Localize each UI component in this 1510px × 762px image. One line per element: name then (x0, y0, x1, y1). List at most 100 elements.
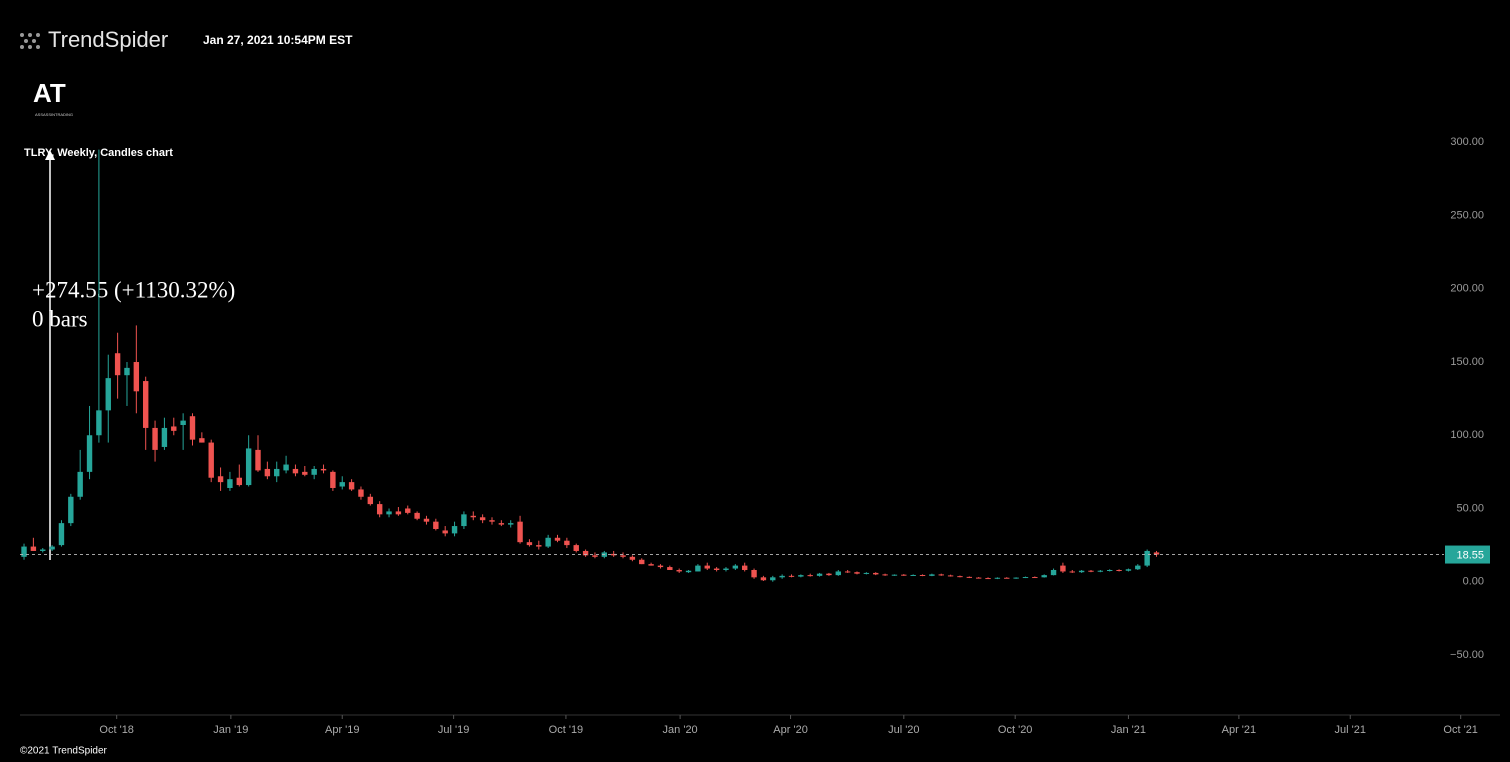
candle-body (302, 471, 308, 475)
candle-body (947, 575, 954, 577)
candle-body (807, 575, 813, 577)
candle-body (554, 537, 561, 541)
logo-sub: ASSASSINTRADING (35, 112, 73, 117)
candle-body (423, 518, 430, 522)
candle-body (1004, 577, 1010, 579)
candle-body (648, 564, 654, 566)
candle-body (77, 471, 83, 497)
candle-body (891, 574, 898, 576)
candle-body (348, 482, 355, 490)
y-tick-label: 200.00 (1450, 283, 1484, 295)
y-tick-label: 50.00 (1456, 502, 1484, 514)
candle-body (667, 567, 673, 570)
candle-body (741, 565, 748, 570)
candle-body (760, 577, 767, 581)
candle-body (1135, 565, 1141, 570)
x-tick-label: Oct '19 (549, 724, 584, 736)
candle-body (105, 378, 111, 411)
x-tick-label: Apr '21 (1222, 724, 1257, 736)
measure-change: +274.55 (+1130.32%) (32, 277, 235, 302)
candle-body (798, 575, 804, 577)
candle-body (367, 496, 374, 505)
candle-body (713, 568, 720, 570)
candle-body (657, 565, 664, 568)
candle-body (124, 367, 130, 376)
candle-body (1060, 565, 1066, 572)
candle-body (835, 571, 841, 576)
candle-body (573, 545, 579, 551)
candle-body (461, 514, 467, 527)
candle-body (274, 468, 280, 477)
candle-body (854, 572, 860, 574)
candle-body (217, 476, 224, 483)
y-tick-label: 0.00 (1463, 576, 1484, 588)
candle-body (133, 362, 140, 392)
candle-body (40, 549, 46, 551)
candle-body (873, 572, 879, 575)
candle-body (938, 574, 944, 576)
last-price-label: 18.55 (1456, 549, 1484, 561)
candle-body (339, 482, 345, 487)
x-tick-label: Apr '19 (325, 724, 360, 736)
candle-body (498, 523, 505, 525)
candle-body (479, 517, 486, 521)
candle-body (1041, 575, 1047, 578)
candle-body (975, 577, 982, 579)
y-tick-label: 250.00 (1450, 209, 1484, 221)
candle-body (863, 572, 870, 574)
candle-body (629, 556, 636, 560)
candle-body (620, 555, 626, 557)
y-tick-label: 300.00 (1450, 136, 1484, 148)
candle-body (639, 559, 645, 565)
candle-body (1050, 570, 1057, 576)
candle-body (536, 545, 542, 547)
candle-body (919, 574, 926, 576)
candle-body (171, 426, 177, 431)
candle-body (1116, 570, 1122, 571)
candles (21, 149, 1160, 582)
candle-body (517, 521, 523, 543)
candle-body (236, 477, 242, 486)
candle-body (152, 427, 158, 450)
candle-body (1125, 569, 1132, 571)
x-tick-label: Apr '20 (773, 724, 808, 736)
candle-body (751, 570, 757, 578)
candle-body (882, 574, 888, 576)
x-tick-label: Oct '21 (1443, 724, 1478, 736)
candle-body (161, 427, 168, 447)
x-tick-label: Jul '19 (438, 724, 469, 736)
brand-icon (20, 33, 40, 49)
candle-body (96, 410, 102, 436)
candle-body (1107, 570, 1113, 571)
candle-body (1069, 571, 1075, 573)
measure-tool (45, 150, 55, 560)
candle-body (255, 449, 261, 471)
x-tick-label: Jan '21 (1111, 724, 1146, 736)
candle-body (826, 573, 832, 576)
candle-body (844, 571, 851, 573)
candle-body (451, 526, 458, 534)
candle-body (180, 420, 186, 425)
x-tick-label: Jan '19 (213, 724, 248, 736)
candle-body (189, 416, 196, 440)
candle-body (330, 471, 336, 488)
candle-body (49, 546, 55, 550)
x-tick-label: Jul '21 (1335, 724, 1366, 736)
y-tick-label: 100.00 (1450, 429, 1484, 441)
candle-body (395, 511, 402, 515)
candle-body (779, 575, 785, 578)
candle-body (199, 438, 205, 443)
candle-body (311, 468, 317, 475)
x-tick-label: Oct '18 (99, 724, 134, 736)
candle-body (545, 537, 551, 547)
candle-body (1013, 577, 1019, 579)
candle-body (58, 523, 65, 546)
candle-body (320, 468, 327, 471)
candle-body (723, 568, 729, 570)
candle-body (695, 565, 701, 572)
candle-body (704, 565, 710, 569)
candle-body (208, 442, 214, 478)
candle-body (283, 464, 289, 471)
candle-body (114, 353, 121, 376)
